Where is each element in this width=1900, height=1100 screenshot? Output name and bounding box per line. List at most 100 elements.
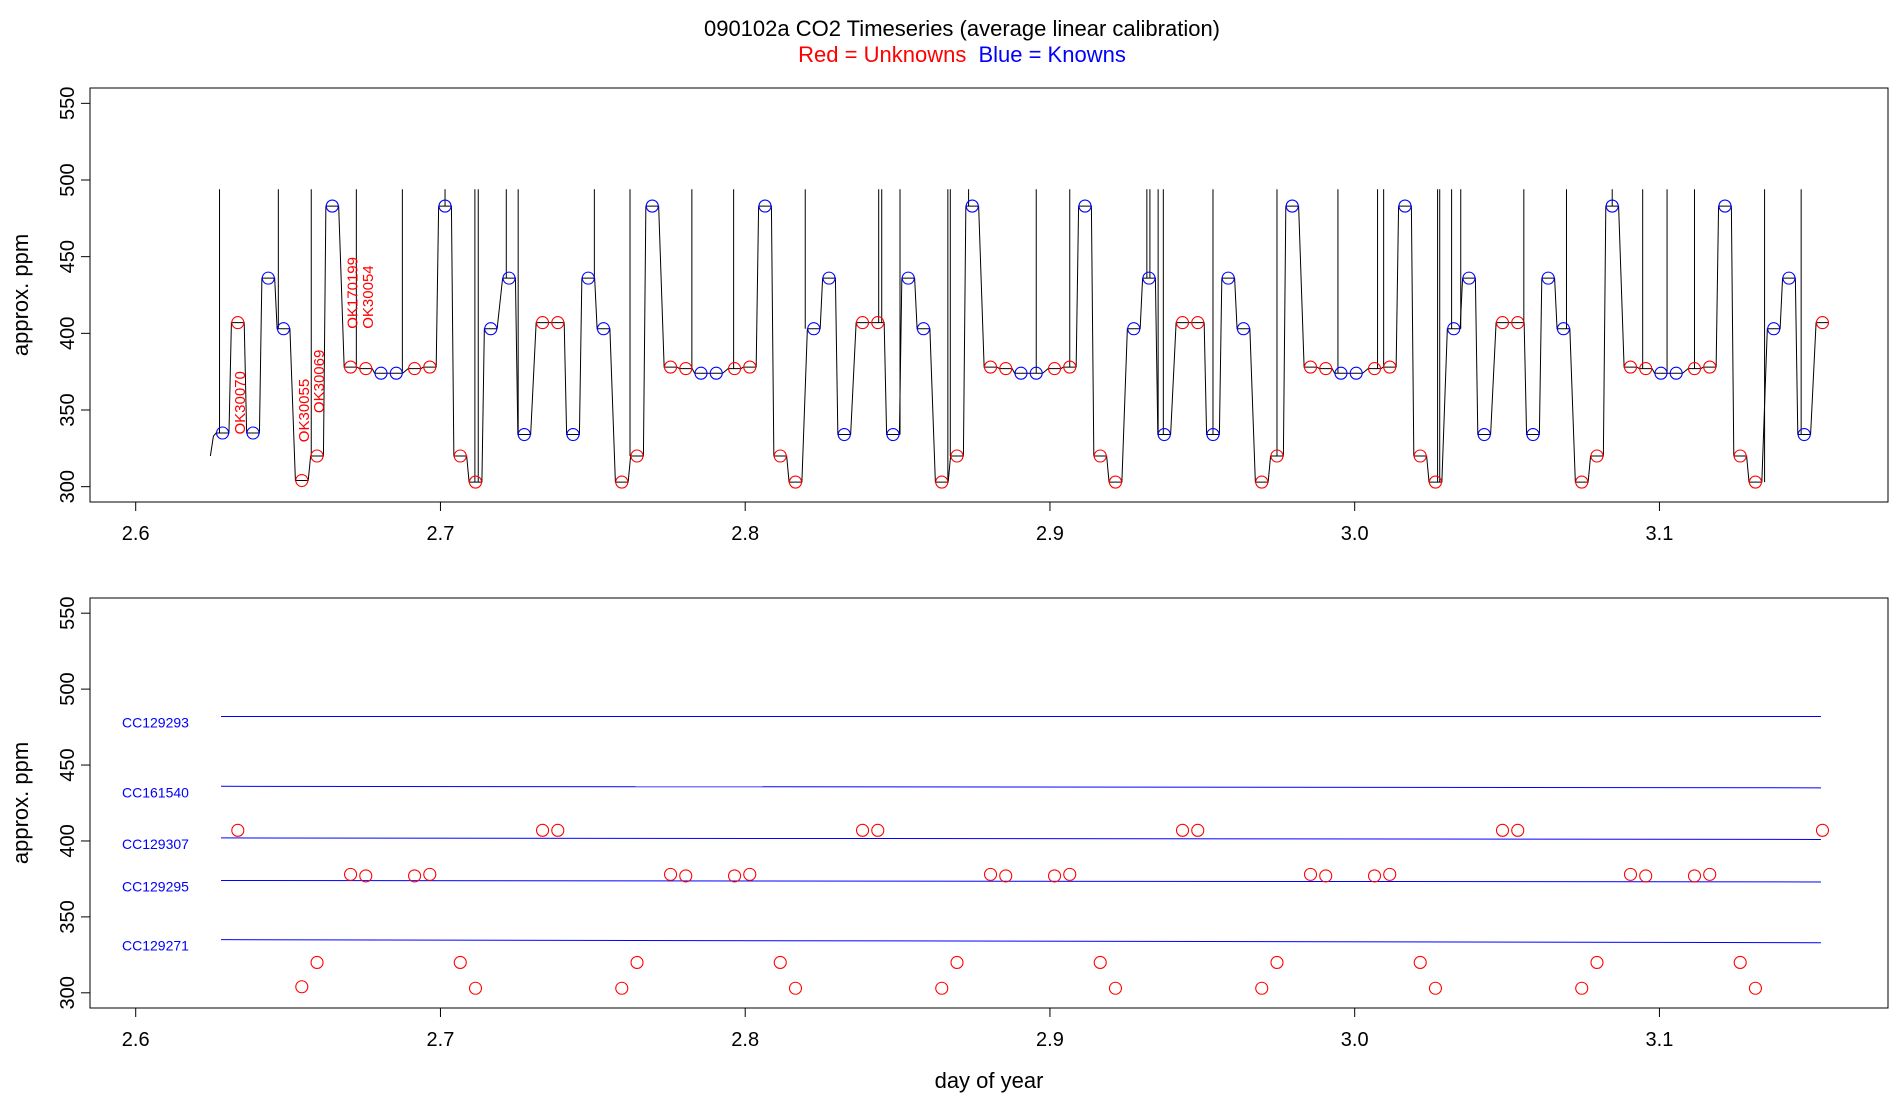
calibration-line [221, 939, 1821, 944]
legend-unknowns: Red = Unknowns [798, 42, 966, 67]
known-point [502, 271, 516, 285]
unknown-point [1623, 867, 1638, 881]
top-panel-timeseries: 2.6 2.7 2.8 2.9 3.0 3.1 300 350 400 450 500 550 appr… [8, 87, 1889, 545]
unknown-point [1590, 449, 1604, 463]
known-point [1078, 199, 1092, 213]
unknown-point [1383, 360, 1397, 374]
unknown-point [408, 362, 422, 376]
calibration-line-label: CC129293 [122, 714, 189, 730]
known-point [916, 322, 931, 336]
unknown-point [231, 823, 245, 837]
plot-frame [89, 597, 1889, 1009]
calibration-line [221, 879, 1821, 883]
chart-legend-line: Red = Unknowns Blue = Knowns [798, 42, 1126, 67]
calibration-line [221, 785, 1821, 789]
known-point [1029, 366, 1043, 380]
unknown-point [727, 362, 742, 376]
unknown-point [1815, 823, 1830, 837]
unknown-point [359, 869, 373, 883]
unknown-point [615, 981, 629, 995]
unknown-point [551, 823, 565, 837]
unknown-point [1687, 869, 1702, 883]
unknown-point [1383, 867, 1397, 881]
unknown-point [1108, 475, 1123, 489]
unknown-point [1093, 449, 1107, 463]
known-point [837, 427, 851, 442]
known-point [1526, 427, 1540, 442]
unknown-point [1511, 823, 1525, 837]
known-point [1669, 366, 1683, 380]
unknown-point [983, 360, 998, 374]
unknown-point [1733, 955, 1747, 969]
x-tick-label: 3.0 [1341, 1029, 1369, 1051]
unknown-point [743, 867, 757, 881]
y-axis-label: approx. ppm [8, 742, 33, 864]
sample-annotation: OK30054 [360, 265, 377, 328]
unknown-point [468, 475, 483, 489]
known-point [1334, 366, 1348, 380]
unknown-point [855, 823, 870, 837]
known-point [216, 426, 230, 440]
unknown-point [344, 867, 358, 881]
unknown-point [1575, 981, 1589, 995]
unknown-point [295, 473, 309, 488]
unknown-point [1413, 449, 1427, 463]
known-point [901, 271, 915, 285]
unknown-point [1303, 360, 1318, 374]
bottom-panel-calibration: 2.6 2.7 2.8 2.9 3.0 3.1 300 350 400 450 500 550 appr… [8, 596, 1889, 1093]
unknown-point [788, 981, 803, 995]
unknown-point [773, 955, 787, 969]
calibration-line [221, 837, 1821, 840]
unknown-point [1175, 316, 1190, 330]
unknown-point [295, 980, 309, 994]
known-point [566, 427, 580, 442]
y-tick-label: 550 [57, 87, 79, 120]
known-point [261, 271, 275, 285]
unknown-point [1108, 981, 1123, 995]
sample-annotation: OK170199 [345, 257, 362, 329]
known-point [1221, 271, 1235, 285]
unknown-point [1639, 869, 1653, 883]
unknown-point [1093, 955, 1107, 969]
known-point [1398, 199, 1412, 213]
known-point [1447, 322, 1461, 336]
known-point [822, 271, 836, 285]
unknown-point [663, 360, 678, 374]
unknown-point [983, 867, 998, 881]
x-tick-label: 2.6 [122, 1029, 150, 1051]
unknown-point [1063, 867, 1077, 881]
unknown-point [551, 316, 565, 330]
unknown-point [788, 475, 803, 489]
unknown-point [231, 316, 245, 330]
x-tick-label: 2.9 [1036, 523, 1064, 545]
unknown-point [1428, 475, 1443, 489]
unknown-point [1748, 981, 1762, 995]
unknown-point [1270, 955, 1284, 969]
unknown-point [855, 316, 870, 330]
calibration-line-label: CC129271 [122, 938, 189, 954]
known-point [1206, 427, 1220, 442]
known-point [246, 426, 260, 440]
unknown-point [773, 449, 787, 463]
unknown-point [1748, 475, 1762, 489]
unknown-point [999, 869, 1013, 883]
unknown-point [1255, 981, 1269, 995]
unknown-point [1063, 360, 1077, 374]
unknown-point [408, 869, 422, 883]
y-tick-label: 550 [57, 596, 79, 629]
unknown-point [1590, 955, 1604, 969]
y-tick-label: 300 [57, 470, 79, 503]
y-tick-label: 500 [57, 672, 79, 705]
known-point [1541, 271, 1555, 285]
known-point [1014, 366, 1028, 380]
unknown-point [999, 362, 1013, 376]
y-tick-label: 400 [57, 824, 79, 857]
known-point [276, 322, 291, 336]
known-point [325, 199, 339, 213]
known-point [758, 199, 772, 213]
unknown-point [310, 449, 324, 463]
unknown-point [679, 869, 693, 883]
x-tick-label: 2.8 [731, 1029, 759, 1051]
